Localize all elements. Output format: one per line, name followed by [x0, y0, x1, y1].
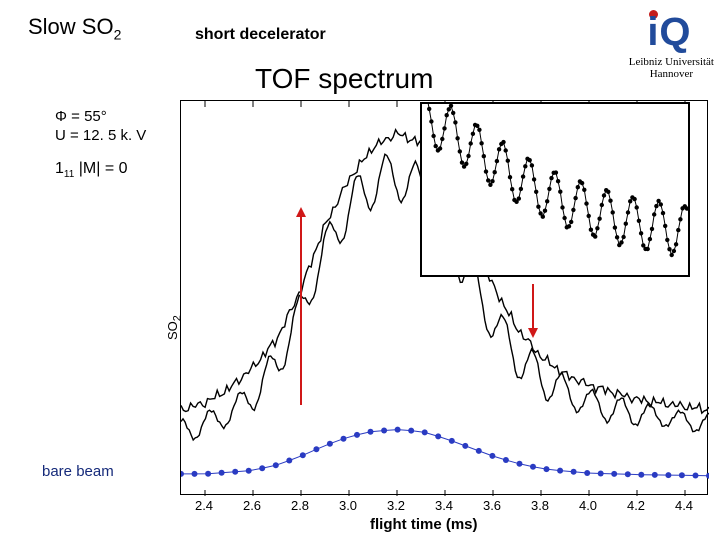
guiding-arrow-icon — [300, 215, 302, 405]
x-tick: 3.8 — [531, 498, 549, 513]
mc-arrow-icon — [532, 284, 534, 330]
x-tick: 2.4 — [195, 498, 213, 513]
x-tick: 4.0 — [579, 498, 597, 513]
x-tick: 3.4 — [435, 498, 453, 513]
x-tick: 3.0 — [339, 498, 357, 513]
inset-chart — [420, 102, 690, 277]
param-annotation: Φ = 55° U = 12. 5 k. V — [55, 108, 146, 146]
x-tick: 3.6 — [483, 498, 501, 513]
iq-logo-icon: i Q — [641, 12, 701, 54]
state-annotation: 111 |M| = 0 — [55, 160, 128, 180]
phi-line: Φ = 55° — [55, 108, 146, 127]
x-tick: 4.4 — [675, 498, 693, 513]
x-tick: 2.8 — [291, 498, 309, 513]
bare-beam-label: bare beam — [42, 463, 114, 480]
x-tick: 2.6 — [243, 498, 261, 513]
subtitle: short decelerator — [195, 26, 326, 44]
logo-text-bottom: Hannover — [629, 68, 714, 80]
u-line: U = 12. 5 k. V — [55, 127, 146, 146]
x-axis-label: flight time (ms) — [370, 516, 478, 533]
x-tick: 3.2 — [387, 498, 405, 513]
logo-text-top: Leibniz Universität — [629, 56, 714, 68]
inset-svg — [422, 104, 692, 279]
tof-title: TOF spectrum — [255, 63, 433, 95]
page-title: Slow SO2 — [28, 14, 121, 42]
logo-area: i Q Leibniz Universität Hannover — [629, 12, 714, 80]
header: Slow SO2 short decelerator TOF spectrum … — [0, 8, 720, 98]
x-tick: 4.2 — [627, 498, 645, 513]
